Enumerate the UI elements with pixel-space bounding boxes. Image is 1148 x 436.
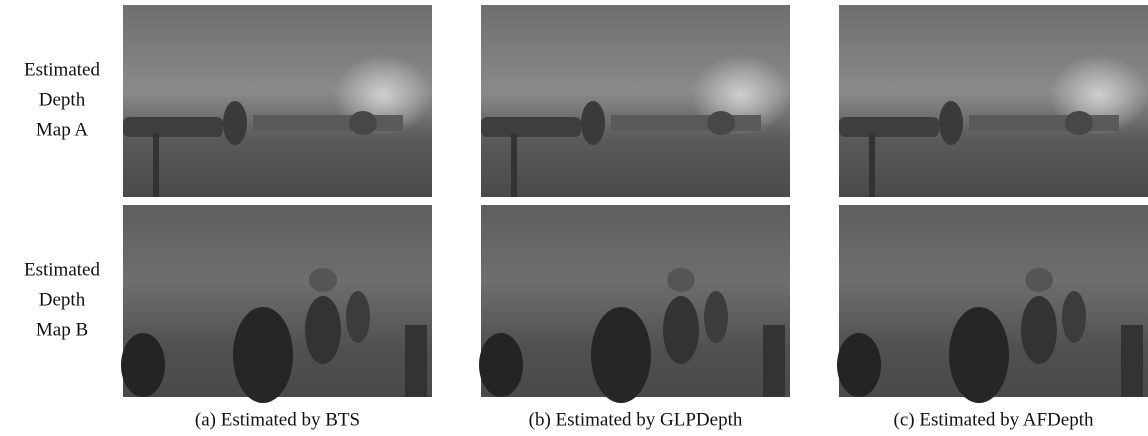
chair-shape bbox=[591, 307, 651, 403]
desk-shape bbox=[611, 115, 761, 131]
depth-map-image bbox=[479, 205, 790, 403]
row-label: Depth bbox=[39, 289, 86, 310]
table-shape bbox=[123, 117, 223, 137]
depth-map-image bbox=[121, 205, 432, 403]
chair-shape bbox=[479, 333, 523, 397]
pillar-shape bbox=[405, 325, 427, 397]
desk-shape bbox=[253, 115, 403, 131]
chair-shape bbox=[704, 291, 728, 343]
depth-map-image bbox=[481, 5, 791, 197]
chair-shape bbox=[1062, 291, 1086, 343]
table-leg bbox=[153, 133, 159, 197]
table-shape bbox=[839, 117, 939, 137]
chair-shape bbox=[837, 333, 881, 397]
head-shape bbox=[309, 268, 337, 292]
caption: (a) Estimated by BTS bbox=[195, 409, 360, 430]
desk-shape bbox=[969, 115, 1119, 131]
chair-shape bbox=[305, 296, 341, 364]
row-label: Map B bbox=[36, 319, 88, 340]
chair-shape bbox=[1065, 111, 1093, 135]
chair-shape bbox=[581, 101, 605, 145]
caption: (b) Estimated by GLPDepth bbox=[529, 409, 743, 430]
pillar-shape bbox=[763, 325, 785, 397]
figure: Estimated Depth Map A Estimated Depth Map B (a… bbox=[0, 0, 1148, 436]
row-label: Depth bbox=[39, 89, 86, 110]
row-label: Estimated bbox=[24, 59, 100, 80]
table-leg bbox=[869, 133, 875, 197]
chair-shape bbox=[1021, 296, 1057, 364]
row-label: Map A bbox=[36, 119, 89, 140]
row-label: Estimated bbox=[24, 259, 100, 280]
chair-shape bbox=[939, 101, 963, 145]
table-shape bbox=[481, 117, 581, 137]
depth-map-image bbox=[837, 205, 1148, 403]
table-leg bbox=[511, 133, 517, 197]
chair-shape bbox=[121, 333, 165, 397]
chair-shape bbox=[346, 291, 370, 343]
head-shape bbox=[1025, 268, 1053, 292]
chair-shape bbox=[663, 296, 699, 364]
head-shape bbox=[667, 268, 695, 292]
pillar-shape bbox=[1121, 325, 1143, 397]
chair-shape bbox=[233, 307, 293, 403]
chair-shape bbox=[949, 307, 1009, 403]
depth-map-image bbox=[123, 5, 433, 197]
caption: (c) Estimated by AFDepth bbox=[894, 409, 1094, 430]
depth-map-image bbox=[839, 5, 1148, 197]
chair-shape bbox=[349, 111, 377, 135]
chair-shape bbox=[707, 111, 735, 135]
chair-shape bbox=[223, 101, 247, 145]
